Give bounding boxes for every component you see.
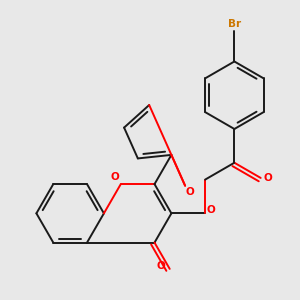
Text: O: O <box>110 172 119 182</box>
Text: O: O <box>185 187 194 197</box>
Text: O: O <box>264 173 272 183</box>
Text: O: O <box>156 261 165 271</box>
Text: Br: Br <box>228 19 241 29</box>
Text: O: O <box>207 206 215 215</box>
